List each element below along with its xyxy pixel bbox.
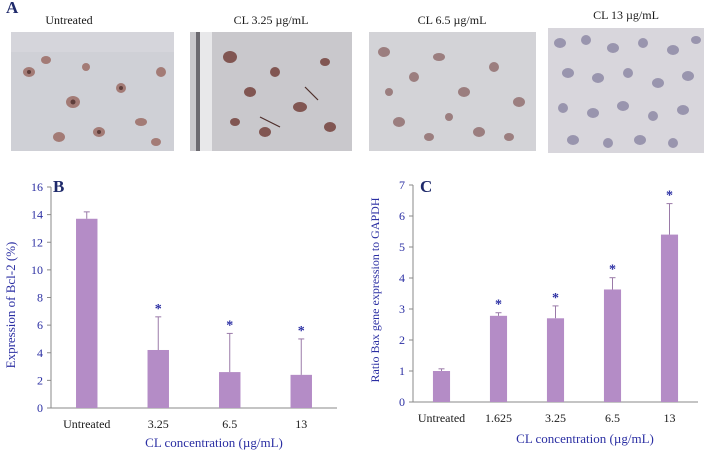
y-tick-label: 4 [399,271,405,285]
bar [219,372,241,408]
bar [432,371,451,402]
y-tick-label: 2 [37,373,43,387]
chart-c-x-axis-title: CL concentration (µg/mL) [516,431,654,446]
bcl2-expression-chart: B 0 2 4 6 8 10 12 14 16 Untreated * 3.25 * 6.5 * 13 CL… [3,177,337,450]
y-tick-label: 14 [31,208,43,222]
significance-marker: * [609,263,616,278]
micrograph-label-cl-3-25: CL 3.25 µg/mL [233,13,309,27]
bar [76,218,98,408]
y-tick-label: 6 [399,209,405,223]
y-tick-label: 6 [37,318,43,332]
bar [147,349,169,408]
y-tick-label: 12 [31,235,43,249]
panel-c-letter: C [420,177,432,196]
bar [489,315,508,402]
chart-c-y-axis-title: Ratio Bax gene expression to GAPDH [368,197,382,382]
y-tick-label: 8 [37,291,43,305]
y-tick-label: 5 [399,240,405,254]
bax-gapdh-ratio-chart: C 0 1 2 3 4 5 6 7 Untreated * 1.625 * 3.25 * 6.5 * 13 C… [368,177,698,446]
bar [290,374,312,408]
y-tick-label: 16 [31,180,43,194]
y-tick-label: 1 [399,364,405,378]
micrograph-label-cl-13: CL 13 µg/mL [593,8,659,22]
bar [546,318,565,402]
x-tick-label: 13 [295,417,307,431]
x-tick-label: 6.5 [605,411,620,425]
y-tick-label: 10 [31,263,43,277]
significance-marker: * [298,324,305,339]
micrograph-untreated [11,32,174,151]
x-tick-label: 3.25 [545,411,566,425]
x-tick-label: 1.625 [485,411,512,425]
micrograph-label-untreated: Untreated [45,13,93,27]
micrograph-cl-3-25 [190,32,352,151]
x-tick-label: Untreated [63,417,110,431]
significance-marker: * [226,318,233,333]
y-tick-label: 4 [37,346,43,360]
micrograph-label-cl-6-5: CL 6.5 µg/mL [417,13,487,27]
panel-a-letter: A [6,0,19,17]
bar [660,234,679,402]
y-tick-label: 7 [399,178,405,192]
chart-b-y-axis-title: Expression of Bcl-2 (%) [3,242,18,369]
x-tick-label: 6.5 [222,417,237,431]
significance-marker: * [666,189,673,204]
x-tick-label: 3.25 [148,417,169,431]
y-tick-label: 0 [399,395,405,409]
significance-marker: * [552,291,559,306]
y-tick-label: 3 [399,302,405,316]
x-tick-label: Untreated [418,411,465,425]
chart-b-x-axis-title: CL concentration (µg/mL) [145,435,283,450]
y-tick-label: 2 [399,333,405,347]
micrograph-cl-6-5 [369,32,536,151]
micrograph-cl-13 [548,28,704,153]
significance-marker: * [495,298,502,313]
y-tick-label: 0 [37,401,43,415]
significance-marker: * [155,302,162,317]
bar [603,289,622,402]
x-tick-label: 13 [664,411,676,425]
panel-b-letter: B [53,177,64,196]
